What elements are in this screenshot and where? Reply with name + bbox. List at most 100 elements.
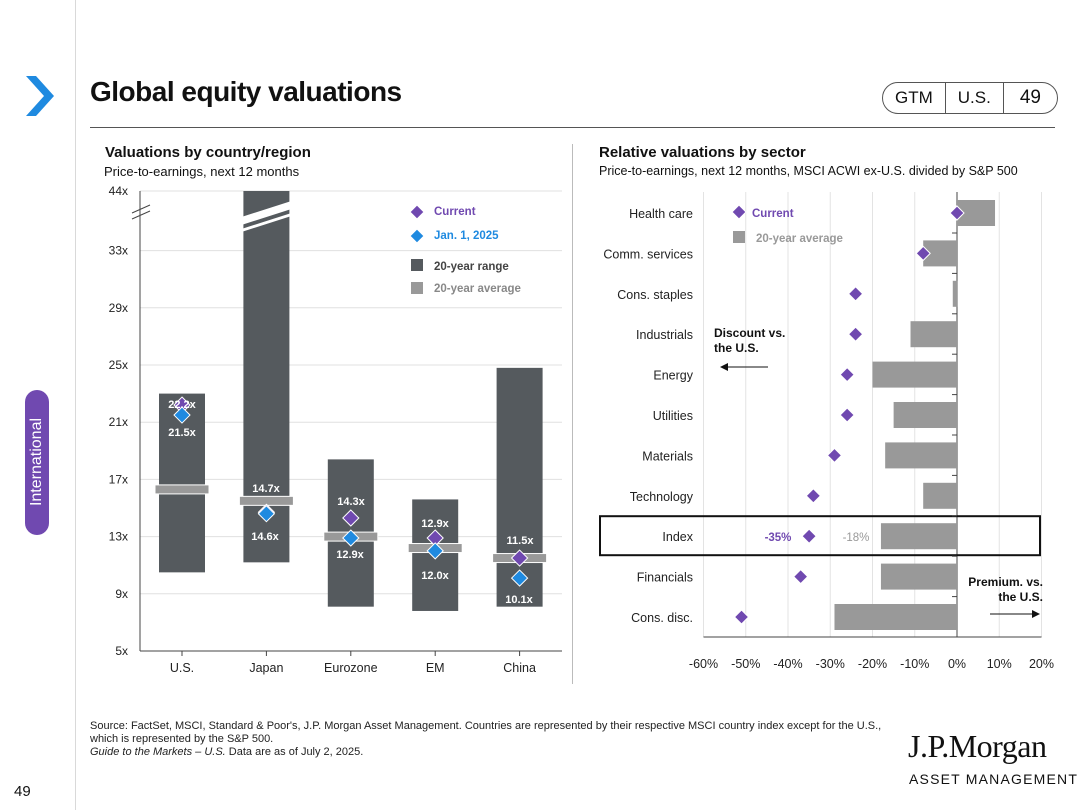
average-bar: [885, 442, 957, 469]
x-tick-label: 0%: [948, 657, 966, 671]
legend-current-icon: [409, 204, 425, 220]
y-tick-label: 9x: [115, 587, 128, 601]
source-note: Source: FactSet, MSCI, Standard & Poor's…: [90, 720, 890, 759]
sector-label: Financials: [637, 571, 693, 585]
premium-annotation: Premium. vs.: [968, 575, 1043, 589]
sector-label: Materials: [642, 449, 693, 463]
current-marker: [839, 366, 855, 383]
legend-jan-icon: [409, 228, 425, 244]
x-tick-label: U.S.: [170, 661, 194, 675]
legend-average-icon: [411, 282, 423, 294]
index-highlight-box: [599, 515, 1041, 557]
legend-average-label: 20-year average: [434, 283, 521, 295]
current-marker: [839, 407, 855, 423]
current-marker: [847, 326, 864, 342]
x-tick-label: -40%: [773, 657, 802, 671]
sector-label: Index: [662, 530, 693, 544]
badge-region: U.S.: [946, 83, 1004, 113]
average-bar: [910, 321, 957, 348]
current-marker: [826, 447, 843, 464]
y-tick-label: 5x: [115, 644, 128, 658]
jan-value-label: 12.0x: [421, 570, 449, 582]
current-marker: [915, 245, 931, 262]
x-tick-label: -60%: [689, 657, 718, 671]
axis-break-mark: [131, 210, 151, 220]
jan-2025-marker: [257, 505, 276, 523]
right-chart-title: Relative valuations by sector: [599, 144, 806, 161]
x-tick-label: 10%: [987, 657, 1012, 671]
current-value-label: 14.7x: [252, 483, 280, 495]
bar-break-mark: [241, 201, 292, 225]
sector-label: Comm. services: [603, 247, 693, 261]
jan-value-label: 10.1x: [505, 594, 533, 606]
jan-2025-marker: [510, 569, 529, 587]
left-chart-subtitle: Price-to-earnings, next 12 months: [104, 164, 300, 179]
data-date: Data are as of July 2, 2025.: [225, 746, 364, 758]
jan-2025-marker: [426, 542, 444, 560]
current-marker: [342, 509, 360, 527]
jan-2025-marker: [173, 406, 191, 424]
x-tick-label: China: [503, 661, 536, 675]
sector-valuations-chart: -60% -50% -40% -30% -20% -10% 0% 10% 20% Health c…: [599, 192, 1054, 671]
source-text: Source: FactSet, MSCI, Standard & Poor's…: [90, 720, 882, 745]
jpmorgan-logo: J.P.Morgan: [908, 728, 1047, 764]
guide-title: Guide to the Markets – U.S.: [90, 746, 226, 758]
page-number: 49: [14, 783, 31, 800]
x-tick-label: Eurozone: [324, 661, 378, 675]
average-marker: [154, 484, 210, 495]
left-chart-title: Valuations by country/region: [105, 144, 311, 161]
average-bar: [880, 563, 957, 590]
current-marker: [792, 568, 809, 585]
sector-label: Industrials: [636, 328, 693, 342]
current-value-label: 22.2x: [168, 399, 196, 411]
x-tick-label: -20%: [858, 657, 887, 671]
range-bar: [496, 367, 543, 607]
x-tick-label: -30%: [816, 657, 845, 671]
jan-value-label: 21.5x: [168, 427, 196, 439]
index-current-label: -35%: [765, 532, 792, 544]
page-title: Global equity valuations: [90, 76, 402, 107]
current-marker: [510, 549, 529, 567]
legend-range-label: 20-year range: [434, 261, 509, 273]
header-divider: [90, 127, 1055, 128]
discount-arrow-head: [720, 363, 728, 371]
index-average-label: -18%: [843, 532, 870, 544]
average-bar: [872, 361, 957, 388]
premium-arrow-head: [1032, 610, 1040, 618]
right-chart-subtitle: Price-to-earnings, next 12 months, MSCI …: [599, 164, 1018, 178]
x-tick-label: -10%: [900, 657, 929, 671]
badge-page: 49: [1019, 87, 1041, 108]
jan-value-label: 12.9x: [336, 549, 364, 561]
current-value-label: 12.9x: [421, 518, 449, 530]
average-bar: [880, 523, 957, 550]
y-tick-label: 13x: [109, 530, 128, 544]
current-value-label: 14.3x: [337, 496, 365, 508]
jan-value-label: 14.6x: [251, 531, 279, 543]
current-marker: [847, 286, 864, 302]
current-value-label: 11.5x: [507, 535, 535, 547]
x-tick-label: EM: [426, 661, 445, 675]
average-bar: [952, 280, 958, 307]
badge-gtm: GTM: [883, 83, 946, 113]
y-tick-label: 21x: [109, 415, 128, 429]
sector-label: Utilities: [653, 409, 693, 423]
current-marker: [805, 488, 822, 504]
legend-current-label: Current: [752, 208, 794, 220]
valuations-country-chart: 5x 9x 13x 17x 21x 25x 29x 33x 44x U.S. Japan Eurozo…: [109, 184, 562, 675]
discount-annotation: the U.S.: [714, 341, 759, 355]
jan-2025-marker: [342, 529, 360, 547]
current-marker: [949, 205, 965, 221]
legend-jan-label: Jan. 1, 2025: [434, 230, 499, 242]
x-tick-label: 20%: [1029, 657, 1054, 671]
section-tab[interactable]: [25, 390, 49, 535]
sector-label: Cons. staples: [617, 288, 693, 302]
sector-label: Technology: [630, 490, 694, 504]
y-tick-label: 17x: [109, 472, 128, 486]
average-bar: [923, 482, 957, 509]
jpmorgan-logo-sub: ASSET MANAGEMENT: [909, 771, 1079, 787]
average-bar: [893, 402, 957, 428]
chevron-right-icon: [26, 76, 54, 116]
y-tick-label: 25x: [109, 358, 128, 372]
gtm-badge: GTM U.S. 49: [882, 82, 1058, 114]
average-bar: [834, 604, 957, 630]
